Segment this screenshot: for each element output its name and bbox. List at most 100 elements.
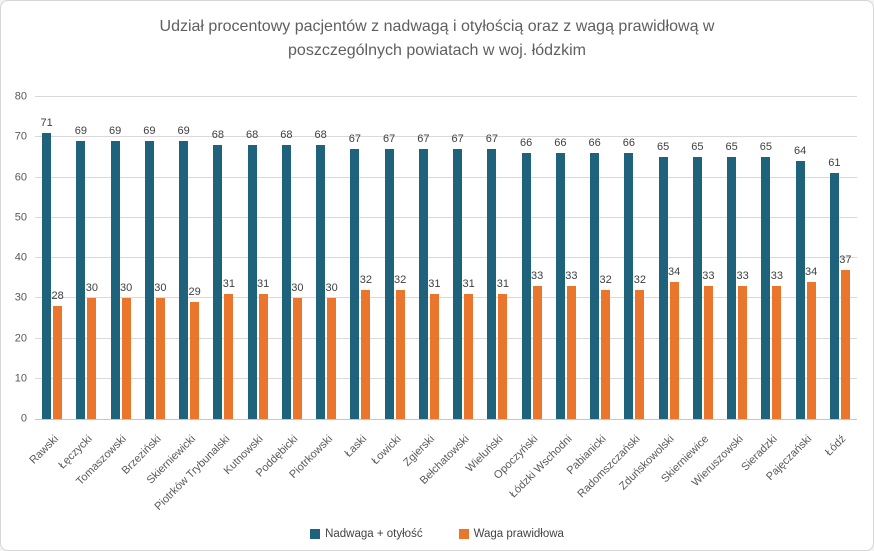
bar-value-label: 31 (462, 278, 475, 291)
y-axis-tick-label: 20 (14, 332, 27, 344)
y-axis-tick-label: 60 (14, 171, 27, 183)
bar-waga-prawidlowa: 30 (154, 282, 166, 419)
bar-waga-prawidlowa: 31 (223, 278, 235, 419)
bar-waga-prawidlowa: 32 (599, 274, 612, 419)
bar-value-label: 33 (770, 270, 783, 283)
plot-area: 71 28 69 30 69 30 69 30 69 29 68 31 68 31 68 30 68 30 67 32… (35, 96, 857, 420)
bar-value-label: 30 (119, 282, 133, 295)
bar-value-label: 69 (143, 125, 156, 138)
bar-value-label: 67 (417, 133, 430, 146)
bar-waga-prawidlowa: 29 (188, 286, 201, 419)
bar-nadwaga-otylosc: 71 (40, 117, 53, 419)
legend-swatch-waga-prawidlowa (458, 529, 469, 539)
bar-value-label: 68 (245, 129, 259, 142)
gridline (35, 176, 857, 178)
bar-group: 67 31 (480, 97, 514, 419)
legend-item: Waga prawidłowa (458, 528, 564, 540)
bar-group: 71 28 (35, 97, 69, 419)
bar-value-label: 31 (496, 278, 509, 291)
bar-value-label: 65 (759, 141, 772, 154)
bar-nadwaga-otylosc: 69 (75, 125, 87, 419)
bar-waga-prawidlowa: 30 (86, 282, 98, 419)
bar-nadwaga-otylosc: 65 (725, 141, 738, 419)
bar-waga-prawidlowa: 30 (325, 282, 338, 419)
bar-value-label: 67 (382, 133, 396, 146)
bar-waga-prawidlowa: 31 (462, 278, 475, 419)
gridline (35, 297, 857, 299)
bar-group: 61 37 (823, 97, 857, 419)
x-axis: Rawski Łęczycki Tomaszowski Brzeziński Skier… (27, 425, 857, 517)
bar-value-label: 33 (702, 270, 715, 283)
x-axis-category-label: Łódzki Wschodni (507, 433, 575, 501)
legend-item: Nadwaga + otyłość (310, 528, 423, 540)
gridline (35, 216, 857, 218)
bar-value-label: 66 (519, 137, 533, 150)
bar-waga-prawidlowa: 33 (531, 270, 543, 419)
bar-value-label: 34 (667, 266, 681, 279)
bar-value-label: 65 (656, 141, 670, 154)
bar-value-label: 32 (393, 274, 407, 287)
bar-value-label: 65 (691, 141, 704, 154)
bar-nadwaga-otylosc: 64 (794, 145, 806, 419)
bar-value-label: 68 (314, 129, 327, 142)
bar-waga-prawidlowa: 32 (394, 274, 406, 419)
bar-nadwaga-otylosc: 61 (828, 157, 840, 419)
bar-group: 65 34 (652, 97, 686, 419)
bar-waga-prawidlowa: 33 (702, 270, 714, 419)
bar-value-label: 68 (211, 129, 224, 142)
bar-value-label: 67 (451, 133, 464, 146)
bar-group: 66 32 (617, 97, 651, 419)
y-axis-tick-label: 10 (14, 372, 27, 385)
bar-waga-prawidlowa: 31 (257, 278, 269, 419)
bar-value-label: 67 (348, 133, 361, 146)
bar-waga-prawidlowa: 32 (634, 274, 646, 419)
bar-waga-prawidlowa: 33 (565, 270, 577, 419)
legend-label: Waga prawidłowa (473, 528, 564, 540)
bar-nadwaga-otylosc: 67 (349, 133, 361, 419)
bar-group: 69 30 (103, 97, 137, 419)
bar-value-label: 32 (359, 274, 372, 287)
x-axis-category-label: Rawski (27, 433, 61, 467)
bar-value-label: 66 (554, 137, 567, 150)
legend-swatch-nadwaga-otylosc (310, 529, 321, 539)
bar-nadwaga-otylosc: 65 (760, 141, 772, 419)
bar-group: 68 31 (206, 97, 240, 419)
bar-waga-prawidlowa: 34 (668, 266, 680, 419)
bar-nadwaga-otylosc: 67 (451, 133, 464, 419)
y-axis-tick-label: 80 (14, 90, 27, 103)
bar-group: 65 33 (754, 97, 788, 419)
gridline (35, 337, 857, 339)
bar-group: 69 30 (138, 97, 172, 419)
bar-value-label: 30 (154, 282, 167, 295)
bar-waga-prawidlowa: 28 (51, 290, 64, 419)
bar-value-label: 69 (177, 125, 190, 138)
bar-group: 69 29 (172, 97, 206, 419)
bar-value-label: 30 (85, 282, 98, 295)
bar-nadwaga-otylosc: 68 (314, 129, 327, 419)
bar-value-label: 32 (599, 274, 612, 287)
legend-label: Nadwaga + otyłość (325, 528, 423, 540)
bar-group: 66 33 (549, 97, 583, 419)
bar-group: 69 30 (69, 97, 103, 419)
bar-value-label: 65 (725, 141, 738, 154)
bar-group: 68 31 (241, 97, 275, 419)
bar-nadwaga-otylosc: 65 (657, 141, 669, 419)
bar-value-label: 66 (588, 137, 601, 150)
y-axis: 0 10 20 30 40 50 60 70 80 (1, 91, 27, 424)
bar-value-label: 69 (74, 125, 87, 138)
bar-nadwaga-otylosc: 67 (486, 133, 498, 419)
bar-value-label: 30 (325, 282, 338, 295)
bar-value-label: 32 (633, 274, 646, 287)
bar-value-label: 31 (256, 278, 270, 291)
bar-nadwaga-otylosc: 68 (246, 129, 258, 419)
y-axis-tick-label: 40 (14, 251, 27, 264)
gridline (35, 377, 857, 379)
bar-group: 67 31 (412, 97, 446, 419)
bar-group: 67 32 (343, 97, 377, 419)
y-axis-tick-label: 50 (14, 211, 27, 224)
bar-group: 66 33 (515, 97, 549, 419)
bar-nadwaga-otylosc: 67 (417, 133, 429, 419)
x-axis-category-label: Łódź (823, 433, 849, 459)
bar-value-label: 69 (108, 125, 122, 138)
